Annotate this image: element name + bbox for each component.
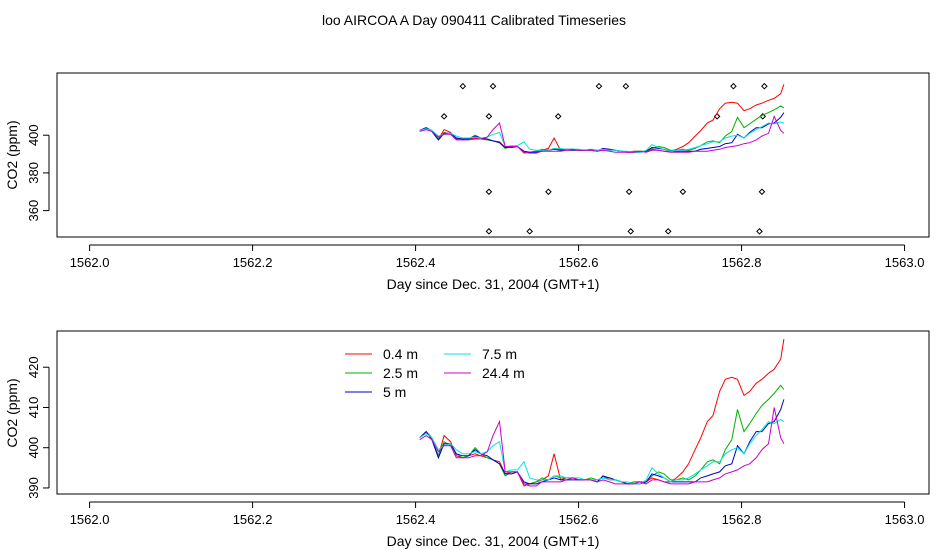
upper-x-tick-label: 1562.4 — [396, 255, 436, 270]
lower-series-lines — [419, 338, 785, 487]
lower-legend: 0.4 m 2.5 m 5 m 7.5 m 24.4 m — [345, 346, 525, 400]
legend-label: 2.5 m — [383, 365, 418, 381]
lower-y-axis-label: CO2 (ppm) — [4, 378, 20, 447]
lower-y-axis: 390 400 410 420 — [26, 356, 50, 499]
lower-y-tick-label: 420 — [26, 356, 41, 378]
lower-plot-frame — [56, 330, 930, 495]
flag-point — [526, 228, 533, 235]
upper-x-tick-label: 1562.0 — [70, 255, 110, 270]
upper-y-tick-label: 380 — [26, 162, 41, 184]
upper-y-tick-label: 400 — [26, 124, 41, 146]
lower-panel: 1562.0 1562.2 1562.4 1562.6 1562.8 1563.0 390… — [4, 330, 930, 549]
flag-point — [761, 82, 768, 90]
lower-series-0-4-m — [419, 338, 785, 487]
flag-point — [554, 113, 562, 120]
upper-panel: 1562.0 1562.2 1562.4 1562.6 1562.8 1563.0 360… — [4, 72, 930, 292]
upper-x-tick-label: 1562.2 — [233, 255, 273, 270]
legend-label: 0.4 m — [383, 346, 418, 362]
flag-point — [459, 82, 467, 90]
lower-series-7-5-m — [419, 418, 785, 485]
legend-label: 5 m — [383, 384, 406, 400]
flag-point — [627, 228, 635, 235]
upper-x-tick-label: 1562.8 — [722, 255, 762, 270]
flag-point — [545, 188, 552, 196]
flag-point — [679, 188, 687, 196]
lower-y-tick-label: 390 — [26, 477, 41, 499]
lower-x-tick-label: 1563.0 — [885, 512, 925, 527]
flag-point — [489, 82, 497, 90]
upper-y-axis-label: CO2 (ppm) — [4, 120, 20, 189]
upper-x-axis: 1562.0 1562.2 1562.4 1562.6 1562.8 1563.0 — [70, 244, 925, 270]
flag-point — [756, 228, 763, 235]
flag-point — [625, 188, 633, 196]
flag-point — [595, 82, 603, 90]
upper-y-tick-label: 360 — [26, 200, 41, 222]
lower-x-tick-label: 1562.4 — [396, 512, 436, 527]
legend-label: 7.5 m — [482, 346, 517, 362]
flag-point — [440, 113, 448, 120]
upper-x-tick-label: 1563.0 — [885, 255, 925, 270]
flag-point — [758, 188, 766, 196]
lower-series-2-5-m — [419, 384, 785, 485]
flag-point — [664, 228, 672, 235]
upper-plot-frame — [56, 72, 930, 238]
lower-series-5-m — [419, 399, 785, 485]
lower-x-axis: 1562.0 1562.2 1562.4 1562.6 1562.8 1563.0 — [70, 501, 925, 527]
flag-point — [485, 113, 493, 120]
flag-point — [485, 228, 493, 235]
upper-series-24-4-m — [419, 115, 785, 154]
upper-series-2-5-m — [419, 105, 785, 153]
lower-series-24-4-m — [419, 407, 785, 487]
lower-x-axis-label: Day since Dec. 31, 2004 (GMT+1) — [387, 533, 600, 549]
lower-x-tick-label: 1562.8 — [722, 512, 762, 527]
flag-point — [485, 188, 493, 196]
upper-series-5-m — [419, 112, 785, 153]
lower-x-tick-label: 1562.6 — [559, 512, 599, 527]
chart-title: loo AIRCOA A Day 090411 Calibrated Times… — [322, 12, 626, 28]
lower-x-tick-label: 1562.2 — [233, 512, 273, 527]
lower-y-tick-label: 410 — [26, 397, 41, 419]
lower-x-tick-label: 1562.0 — [70, 512, 110, 527]
upper-y-axis: 360 380 400 — [26, 124, 50, 222]
upper-series-lines — [419, 84, 785, 154]
upper-series-7-5-m — [419, 121, 785, 153]
legend-label: 24.4 m — [482, 365, 525, 381]
flag-point — [730, 82, 737, 90]
upper-x-tick-label: 1562.6 — [559, 255, 599, 270]
upper-flag-points — [440, 82, 768, 235]
upper-x-axis-label: Day since Dec. 31, 2004 (GMT+1) — [387, 276, 600, 292]
flag-point — [622, 82, 630, 90]
lower-y-tick-label: 400 — [26, 437, 41, 459]
